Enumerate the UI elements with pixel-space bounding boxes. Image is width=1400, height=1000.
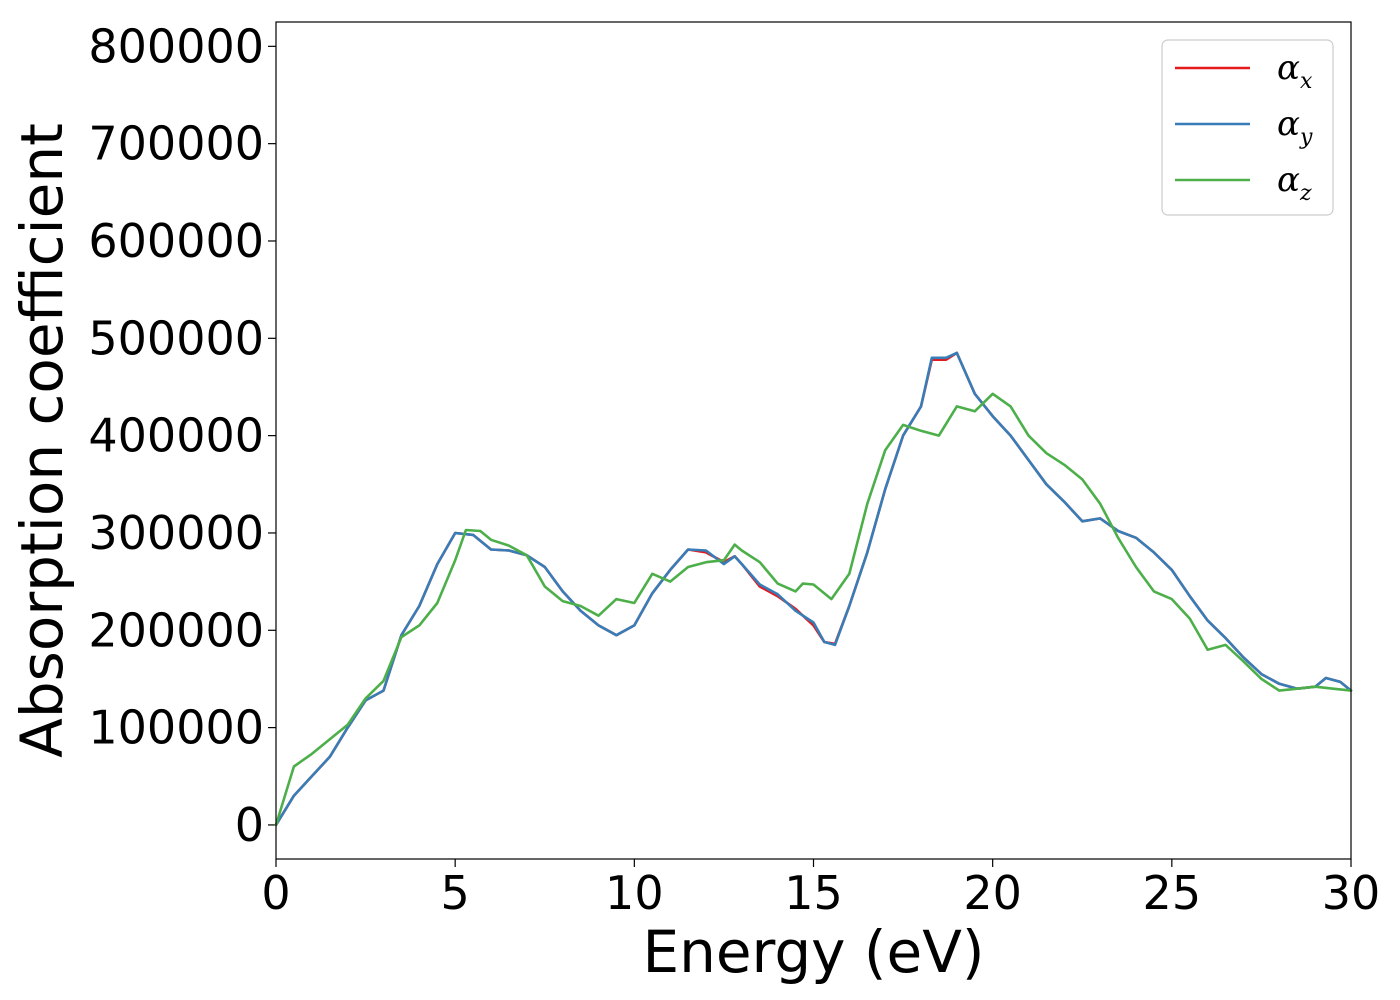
y-tick-label: 200000 (88, 603, 264, 657)
legend-subscript: z (1299, 181, 1312, 206)
y-tick-label: 100000 (88, 701, 264, 755)
y-tick-label: 600000 (88, 214, 264, 268)
y-tick-label: 800000 (88, 19, 264, 73)
legend-symbol: α (1277, 104, 1300, 144)
y-tick-label: 400000 (88, 409, 264, 463)
x-axis-label: Energy (eV) (642, 918, 984, 986)
axis-ticks: 0 5 10 15 20 25 30 0 100000 200000 300000 400000 500… (88, 19, 1380, 920)
y-tick-label: 0 (235, 798, 264, 852)
y-tick-label: 500000 (88, 311, 264, 365)
legend-subscript: y (1299, 125, 1313, 150)
series-line-alpha-x (274, 351, 1353, 827)
x-tick-label: 5 (441, 866, 470, 920)
legend-label: αy (1277, 104, 1313, 150)
x-tick-label: 15 (784, 866, 843, 920)
legend-box (1161, 39, 1334, 216)
y-tick-label: 300000 (88, 506, 264, 560)
legend-subscript: x (1300, 69, 1313, 94)
x-tick-label: 25 (1143, 866, 1202, 920)
legend-label: αx (1277, 48, 1313, 94)
plot-frame (275, 21, 1352, 860)
series-line-alpha-y (274, 351, 1353, 827)
legend-symbol: α (1277, 48, 1300, 88)
series-line-alpha-z (274, 392, 1353, 827)
legend-symbol: α (1277, 160, 1300, 200)
x-tick-label: 20 (963, 866, 1022, 920)
y-axis-label: Absorption coefficient (8, 123, 76, 758)
series-lines (274, 351, 1353, 827)
x-tick-label: 10 (605, 866, 664, 920)
x-tick-label: 30 (1322, 866, 1381, 920)
x-tick-label: 0 (261, 866, 290, 920)
legend-label: αz (1277, 160, 1312, 206)
y-tick-label: 700000 (88, 117, 264, 171)
